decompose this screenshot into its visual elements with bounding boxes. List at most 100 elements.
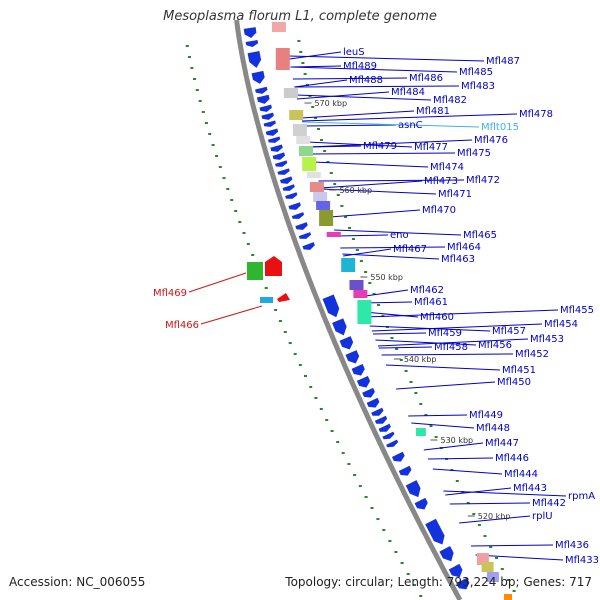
rna-feature: [349, 280, 364, 290]
cds-arrow: [245, 40, 259, 47]
cds-arrow: [405, 480, 421, 498]
gc-mark: [274, 309, 278, 311]
gc-mark: [304, 375, 307, 377]
cds-arrow: [267, 136, 281, 143]
gc-mark: [222, 177, 226, 179]
gc-mark: [506, 579, 510, 581]
cds-arrow: [261, 112, 274, 120]
gc-mark: [414, 392, 418, 394]
gc-mark: [208, 133, 212, 135]
leader-line: [432, 468, 503, 475]
gc-mark: [329, 172, 333, 174]
leader-line: [289, 51, 342, 60]
leader-line: [301, 110, 415, 119]
leader-line: [318, 179, 465, 182]
rna-feature: [326, 232, 341, 237]
leader-line: [449, 502, 531, 505]
gc-mark: [299, 51, 303, 53]
gene-label-mfl479: Mfl479: [363, 141, 397, 152]
gene-label-mfl457: Mfl457: [492, 326, 526, 337]
gene-label-mfl452: Mfl452: [515, 349, 549, 360]
gc-mark: [434, 436, 438, 438]
reverse-feature: [260, 297, 273, 303]
cds-arrow: [302, 242, 315, 250]
gc-mark: [283, 331, 287, 333]
gene-label-mfl443: Mfl443: [513, 483, 547, 494]
gc-mark: [512, 590, 516, 592]
gc-mark: [404, 370, 408, 372]
gene-label-mfl478: Mfl478: [519, 109, 553, 120]
gc-mark: [298, 364, 302, 366]
gc-mark: [215, 155, 219, 157]
cds-arrow: [256, 94, 270, 104]
leader-line: [411, 422, 475, 429]
gc-mark: [424, 414, 428, 416]
gc-mark: [358, 485, 362, 487]
rna-feature: [341, 258, 356, 272]
gc-mark: [309, 386, 313, 388]
gc-mark: [336, 441, 340, 443]
gene-label-mfl464: Mfl464: [447, 242, 481, 253]
gene-label-mfl454: Mfl454: [544, 319, 578, 330]
cds-arrow: [345, 350, 360, 364]
scale-tick-label: 530 kbp: [441, 436, 474, 445]
gene-label-mfl489: Mfl489: [343, 61, 377, 72]
gene-label-mfl449: Mfl449: [469, 410, 503, 421]
gc-mark: [400, 562, 404, 564]
scale-tick-label: 550 kbp: [370, 273, 403, 282]
gc-mark: [347, 463, 351, 465]
gc-mark: [297, 40, 301, 42]
gc-mark: [368, 282, 372, 284]
gc-mark: [406, 573, 410, 575]
gene-label-mfl460: Mfl460: [420, 312, 454, 323]
cds-arrow: [259, 104, 272, 112]
gene-label-mfl467: Mfl467: [393, 244, 427, 255]
gc-mark: [330, 430, 334, 432]
gc-mark: [341, 452, 345, 454]
leader-line: [459, 515, 531, 524]
cds-arrow: [270, 144, 283, 152]
rna-feature: [353, 290, 368, 298]
gene-label-mfl442: Mfl442: [532, 498, 566, 509]
leader-line: [188, 272, 247, 293]
gene-label-mfl488: Mfl488: [349, 75, 383, 86]
gc-mark: [399, 359, 403, 361]
gc-mark: [303, 73, 307, 75]
gc-mark: [278, 320, 282, 322]
gc-mark: [195, 89, 199, 91]
gc-mark: [388, 540, 392, 542]
cds-arrow: [277, 168, 290, 175]
gc-mark: [413, 584, 416, 586]
gene-label-mfl471: Mfl471: [438, 189, 472, 200]
cds-arrow: [295, 222, 308, 230]
gc-mark: [190, 67, 194, 69]
gc-mark: [419, 403, 423, 405]
gene-label-mfl456: Mfl456: [478, 340, 512, 351]
gc-mark: [409, 381, 413, 383]
leader-line: [364, 311, 419, 318]
gc-mark: [325, 419, 329, 421]
gc-mark: [319, 408, 323, 410]
rna-feature: [302, 157, 317, 171]
gc-mark: [355, 249, 359, 251]
gc-mark: [301, 62, 305, 64]
gc-mark: [326, 161, 330, 163]
rna-feature: [296, 136, 311, 144]
leader-line: [443, 490, 567, 497]
leader-line: [320, 180, 423, 189]
gene-label-mfl470: Mfl470: [422, 205, 456, 216]
gene-label-mfl444: Mfl444: [504, 469, 538, 480]
leader-line: [366, 309, 559, 318]
gene-label-mfl462: Mfl462: [410, 285, 444, 296]
accession-label: Accession: NC_006055: [9, 575, 146, 589]
leader-line: [475, 554, 564, 561]
gc-mark: [429, 425, 433, 427]
leader-line: [377, 338, 529, 347]
gene-label-mfl466: Mfl466: [165, 320, 199, 331]
gc-mark: [201, 111, 205, 113]
cds-arrow: [279, 176, 293, 184]
leader-line: [340, 246, 446, 249]
cds-arrow: [288, 202, 301, 210]
